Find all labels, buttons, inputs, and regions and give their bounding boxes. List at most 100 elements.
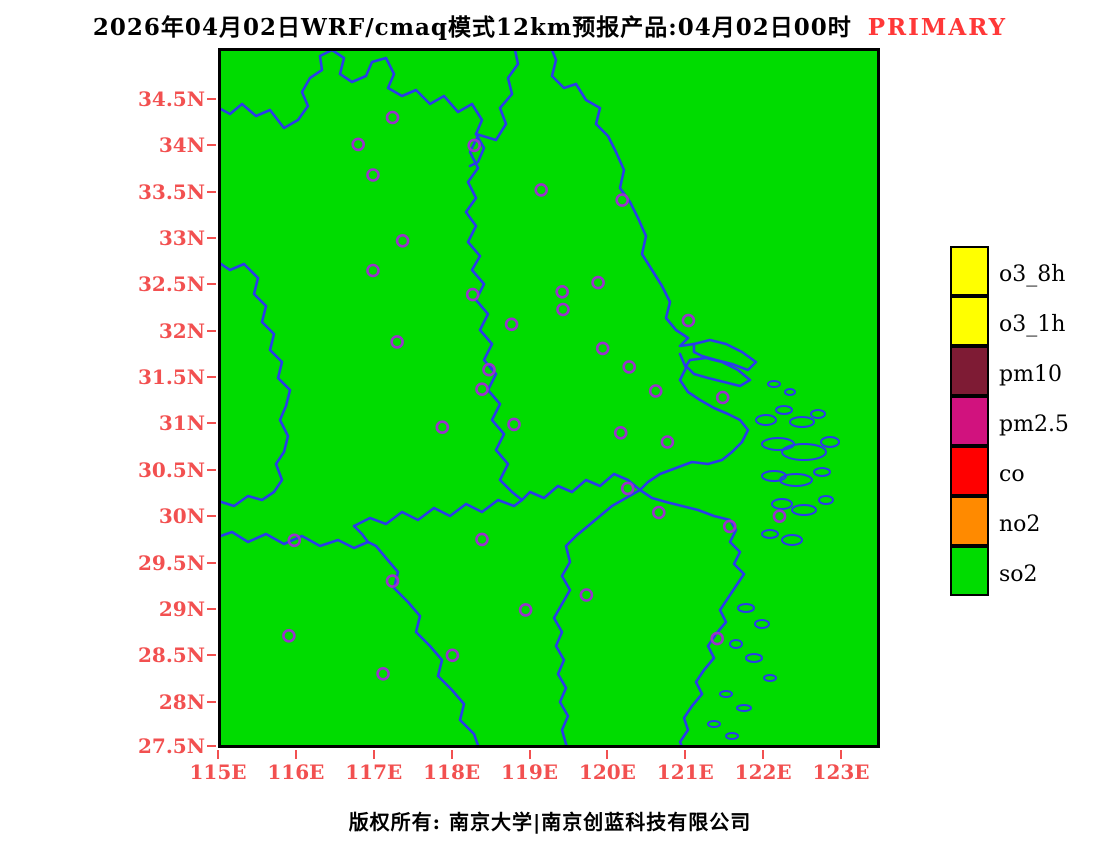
lat-tick-label: 32N (158, 318, 205, 343)
station-marker (435, 420, 450, 435)
station-marker (772, 509, 787, 524)
station-marker (591, 275, 605, 290)
station-marker (467, 138, 482, 153)
lon-tick (684, 750, 687, 759)
station-marker (613, 425, 628, 440)
station-marker (395, 234, 410, 248)
lat-tick-label: 27.5N (138, 734, 205, 758)
lat-tick-label: 33N (158, 226, 205, 251)
station-marker (651, 505, 666, 520)
station-marker (620, 481, 635, 496)
station-marker (282, 628, 296, 643)
station-marker (715, 390, 730, 405)
title-pollutant-tag: PRIMARY (867, 14, 1008, 41)
map-canvas (221, 51, 840, 745)
station-marker (579, 588, 594, 602)
lat-tick-label: 28N (158, 689, 205, 714)
legend-color-swatch (950, 496, 989, 546)
lon-tick-label: 121E (656, 760, 714, 784)
island-outlines (707, 380, 840, 740)
legend-color-swatch (950, 296, 989, 346)
station-marker (390, 335, 404, 349)
lon-tick-label: 120E (578, 760, 636, 784)
station-marker (595, 341, 610, 356)
lat-tick (207, 329, 216, 332)
lon-tick-label: 116E (267, 760, 325, 784)
lat-tick (207, 97, 216, 100)
legend-label: o3_1h (999, 312, 1066, 337)
lat-tick (207, 700, 216, 703)
lat-tick (207, 607, 216, 610)
station-marker (376, 666, 390, 681)
lon-tick (606, 750, 609, 759)
lat-tick-label: 32.5N (138, 272, 205, 297)
station-marker (351, 137, 365, 152)
station-marker (507, 417, 521, 432)
legend-color-swatch (950, 446, 989, 496)
station-marker (385, 110, 400, 125)
lat-tick-label: 29.5N (138, 550, 205, 575)
lon-tick-label: 119E (501, 760, 559, 784)
station-marker (534, 183, 549, 197)
lat-tick-label: 28.5N (138, 643, 205, 668)
station-marker (722, 519, 737, 534)
lat-tick (207, 515, 216, 518)
province-boundaries (221, 51, 758, 745)
station-marker (445, 648, 460, 663)
station-marker (660, 435, 675, 449)
station-marker (465, 287, 480, 302)
map-plot-area (218, 48, 880, 748)
lat-tick (207, 376, 216, 379)
station-marker (622, 360, 637, 374)
station-marker (385, 574, 400, 588)
station-marker (556, 302, 570, 317)
title-text: 2026年04月02日WRF/cmaq模式12km预报产品:04月02日00时 (92, 14, 852, 41)
station-marker (681, 313, 696, 328)
station-marker (482, 362, 496, 377)
legend-label: so2 (999, 562, 1038, 587)
station-marker (366, 168, 380, 182)
lon-tick-label: 117E (345, 760, 403, 784)
lon-tick (840, 750, 843, 759)
legend-color-swatch (950, 546, 989, 596)
station-markers (282, 110, 787, 681)
lat-tick-label: 31N (158, 411, 205, 436)
copyright-text: 版权所有: 南京大学|南京创蓝科技有限公司 (348, 810, 752, 834)
lat-tick-label: 30.5N (138, 457, 205, 482)
lat-tick-label: 29N (158, 596, 205, 621)
lon-tick (762, 750, 765, 759)
lon-tick (450, 750, 453, 759)
lat-tick (207, 654, 216, 657)
lon-tick-label: 115E (189, 760, 247, 784)
station-marker (555, 285, 570, 299)
lon-tick-label: 118E (423, 760, 481, 784)
legend-label: pm2.5 (999, 412, 1069, 437)
legend-color-swatch (950, 246, 989, 296)
lon-tick (217, 750, 219, 759)
legend-color-swatch (950, 396, 989, 446)
lat-tick-label: 30N (158, 504, 205, 529)
station-marker (615, 193, 630, 207)
station-marker (518, 603, 533, 617)
legend-color-swatch (950, 346, 989, 396)
lat-tick (207, 561, 216, 564)
lat-tick-label: 31.5N (138, 365, 205, 390)
station-marker (504, 317, 519, 332)
lat-tick (207, 422, 216, 425)
lon-tick-label: 122E (734, 760, 792, 784)
lat-tick (207, 745, 216, 747)
lat-tick-label: 34N (158, 133, 205, 158)
station-marker (648, 384, 663, 398)
station-marker (475, 382, 489, 397)
lat-tick (207, 237, 216, 240)
lat-tick-label: 33.5N (138, 179, 205, 204)
station-marker (710, 631, 725, 646)
lat-tick (207, 144, 216, 147)
legend-label: no2 (999, 512, 1041, 537)
lat-tick (207, 283, 216, 286)
lat-tick-label: 34.5N (138, 86, 205, 111)
station-marker (287, 533, 302, 548)
lon-tick (528, 750, 531, 759)
lon-tick (372, 750, 375, 759)
